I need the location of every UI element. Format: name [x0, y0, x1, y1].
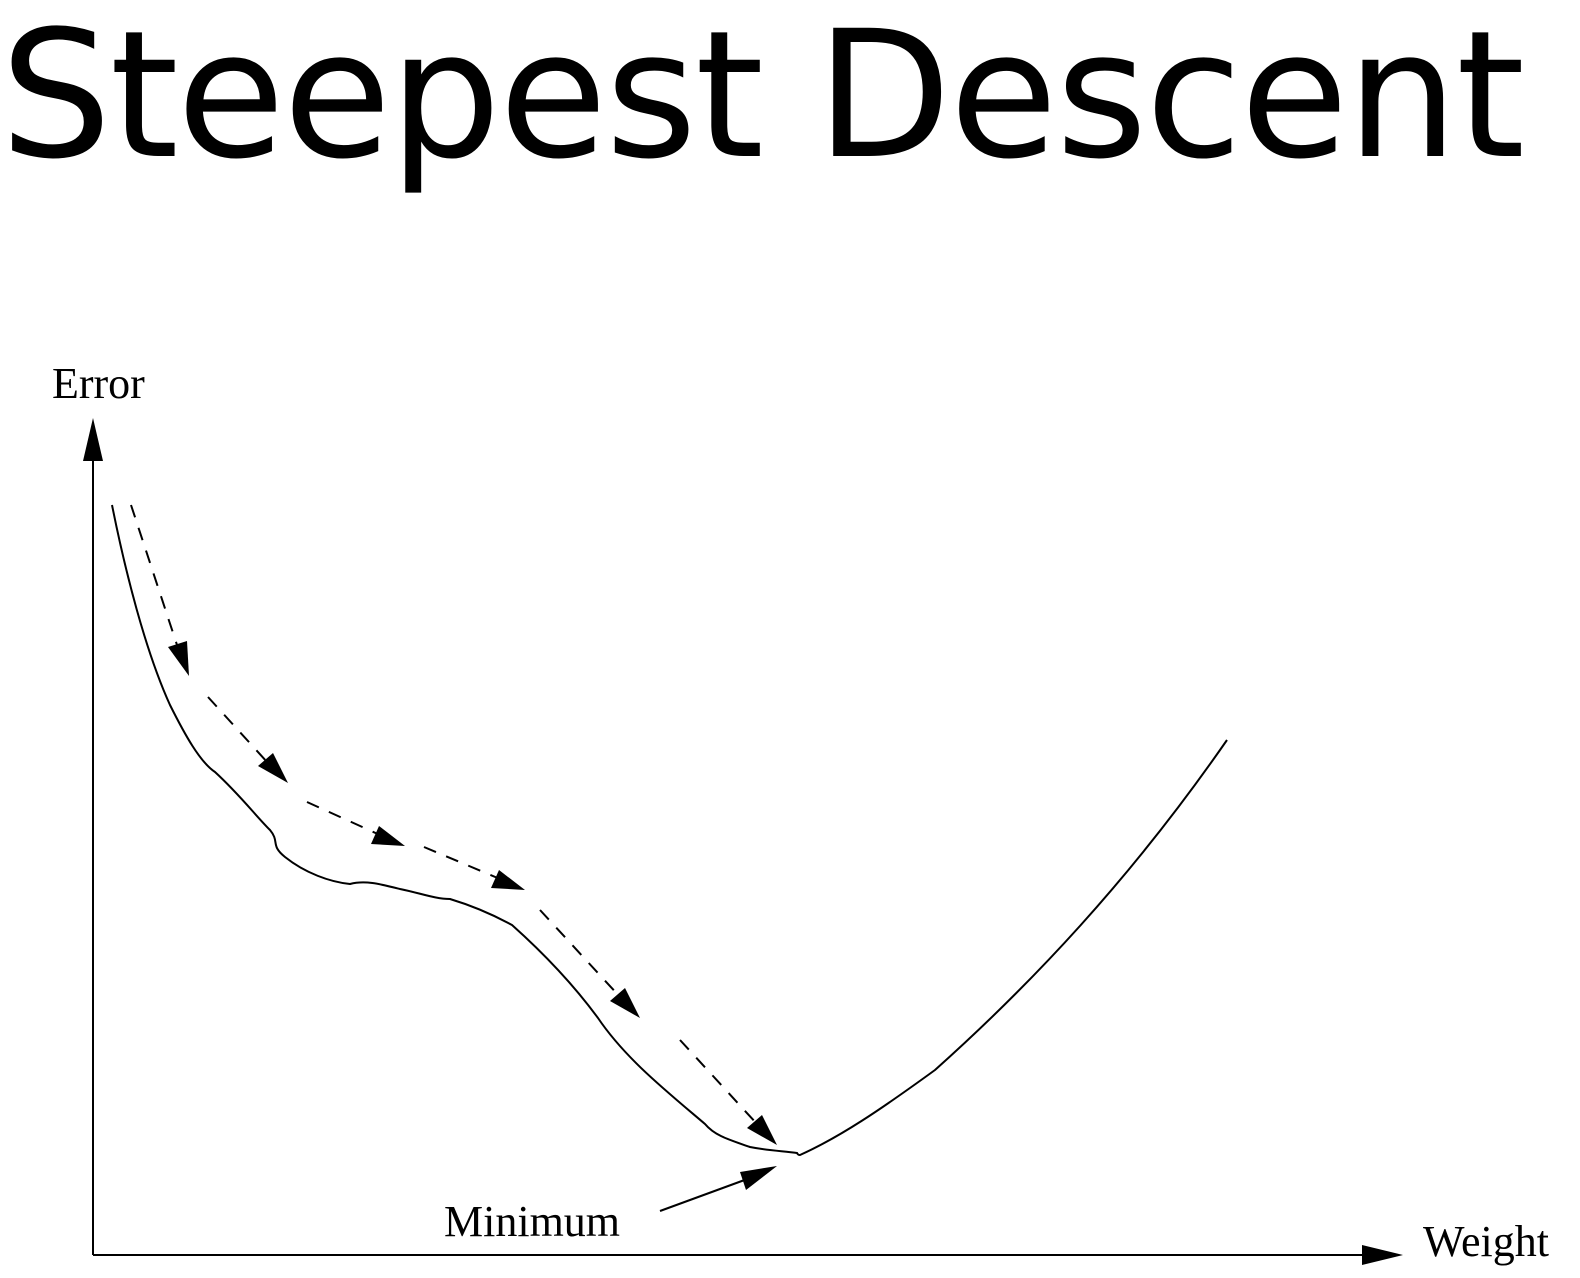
minimum-label: Minimum	[444, 1197, 620, 1246]
minimum-pointer-arrowhead	[740, 1166, 777, 1190]
descent-step	[306, 801, 381, 836]
y-axis-label: Error	[52, 359, 145, 408]
descent-step	[679, 1039, 758, 1125]
descent-step-arrowhead	[371, 826, 405, 846]
descent-step	[207, 696, 269, 764]
descent-step	[423, 846, 501, 880]
slide-title: Steepest Descent	[0, 0, 1525, 198]
y-axis-arrowhead	[83, 418, 103, 461]
x-axis-arrowhead	[1362, 1245, 1403, 1265]
descent-step-arrowhead	[747, 1115, 777, 1145]
descent-step-arrowhead	[168, 641, 189, 676]
descent-step	[539, 909, 621, 998]
descent-step	[130, 504, 179, 649]
descent-step-arrowhead	[491, 870, 525, 890]
error-curve	[111, 504, 1228, 1157]
x-axis-label: Weight	[1423, 1217, 1549, 1266]
descent-step-arrowhead	[258, 753, 288, 783]
descent-step-arrowhead	[610, 988, 640, 1018]
minimum-pointer	[659, 1177, 751, 1212]
